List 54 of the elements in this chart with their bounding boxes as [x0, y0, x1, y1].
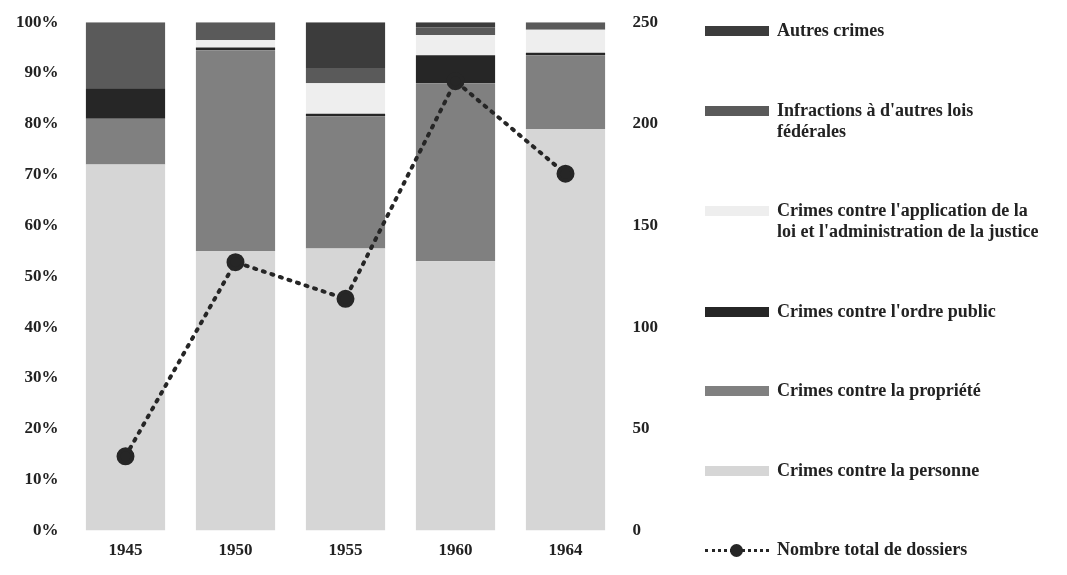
y-tick-label: 20% [24, 418, 59, 438]
legend-label: Infractions à d'autres lois fédérales [777, 99, 975, 142]
point [116, 447, 135, 466]
x-tick-label: 1955 [328, 540, 363, 560]
legend-label: Autres crimes [777, 20, 885, 41]
y2-tick-label: 100 [632, 316, 658, 336]
bar [525, 128, 606, 531]
x-tick-label: 1945 [108, 540, 143, 560]
y-tick-label: 10% [24, 469, 59, 489]
bar [195, 250, 276, 531]
bar [525, 29, 606, 53]
legend-label: Crimes contre l'application de la loi et l'administration de la justice [777, 200, 1040, 242]
bar [415, 27, 496, 35]
y-tick-label: 90% [24, 62, 59, 82]
x-tick-label: 1960 [438, 540, 473, 560]
y-tick-label: 50% [24, 265, 59, 285]
bar [415, 34, 496, 56]
y2-tick-label: 0 [632, 519, 641, 539]
legend-label: Crimes contre la personne [777, 459, 980, 481]
bar [305, 83, 386, 114]
bar [525, 55, 606, 129]
y2-tick-label: 250 [632, 11, 658, 31]
x-tick-label: 1964 [548, 540, 583, 560]
bar [195, 50, 276, 251]
bar [195, 39, 276, 48]
bar [305, 67, 386, 84]
bar [525, 22, 606, 30]
y-tick-label: 100% [16, 11, 59, 31]
legend-label: Nombre total de dossiers [777, 539, 968, 560]
x-tick-label: 1950 [218, 540, 253, 560]
y-tick-label: 30% [24, 367, 59, 387]
bar [415, 261, 496, 531]
y-tick-label: 40% [24, 316, 59, 336]
y-tick-label: 60% [24, 214, 59, 234]
bar [305, 116, 386, 249]
bar [85, 22, 166, 89]
y-tick-label: 80% [24, 113, 59, 133]
point [336, 289, 355, 308]
point [226, 253, 245, 272]
bar [85, 88, 166, 119]
bar [85, 118, 166, 165]
legend-label: Crimes contre la propriété [777, 380, 981, 401]
point [556, 164, 575, 183]
y-tick-label: 0% [33, 519, 59, 539]
y2-tick-label: 50 [632, 418, 650, 438]
y2-tick-label: 150 [632, 214, 658, 234]
bar [305, 22, 386, 68]
bar [195, 22, 276, 40]
bar [415, 83, 496, 262]
bar [305, 248, 386, 531]
legend-label: Crimes contre l'ordre public [777, 300, 996, 322]
bar [85, 164, 166, 531]
y-tick-label: 70% [24, 164, 59, 184]
y2-tick-label: 200 [632, 113, 658, 133]
